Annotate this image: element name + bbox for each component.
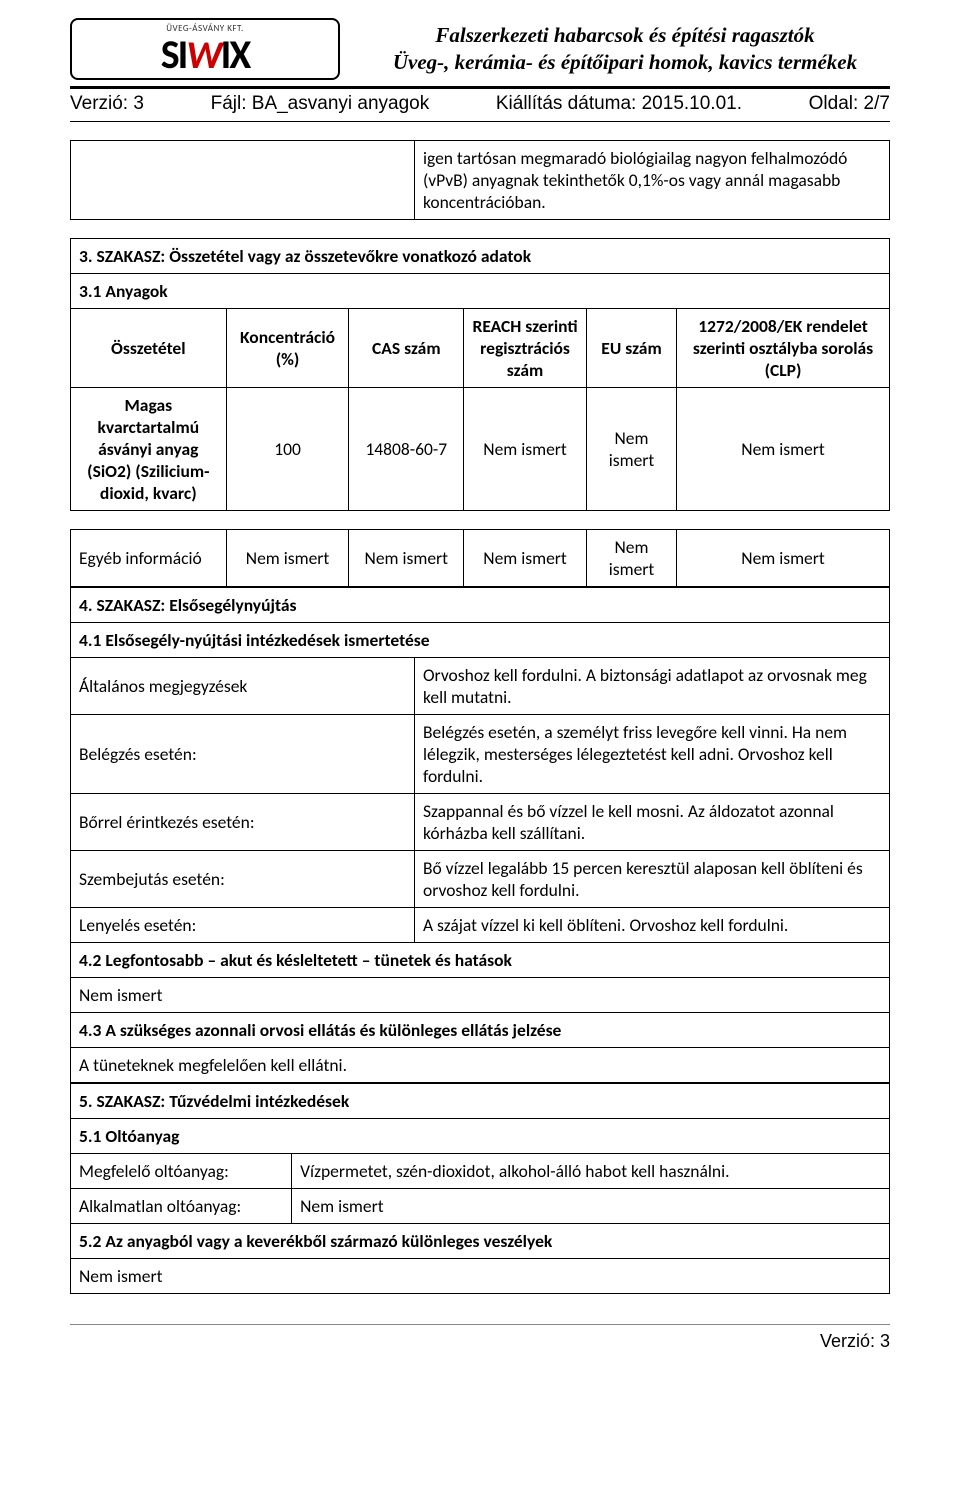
s4-r1r: Orvoshoz kell fordulni. A biztonsági ada… — [414, 658, 889, 715]
s3-r1c1: Magas kvarctartalmú ásványi anyag (SiO2)… — [71, 388, 227, 511]
section4-sub42: 4.2 Legfontosabb – akut és késleltetett … — [71, 943, 890, 978]
intro-empty-cell — [71, 141, 415, 220]
s5-r2l: Alkalmatlan oltóanyag: — [71, 1189, 292, 1224]
s3-col3: CAS szám — [349, 309, 464, 388]
header-title-line2: Üveg-, kerámia- és építőipari homok, kav… — [360, 49, 890, 76]
s3-r1c6: Nem ismert — [677, 388, 890, 511]
s3-r2c1: Egyéb információ — [71, 530, 227, 587]
logo-text-pre: SI — [161, 35, 187, 75]
s4-r2r: Belégzés esetén, a személyt friss levegő… — [414, 715, 889, 794]
s3-r2c6: Nem ismert — [677, 530, 890, 587]
section4-sub42-text: Nem ismert — [71, 978, 890, 1013]
s5-r1r: Vízpermetet, szén-dioxidot, alkohol-álló… — [292, 1154, 890, 1189]
s4-r5l: Lenyelés esetén: — [71, 908, 415, 943]
section4-sub43-text: A tüneteknek megfelelően kell ellátni. — [71, 1048, 890, 1083]
s4-r5r: A szájat vízzel ki kell öblíteni. Orvosh… — [414, 908, 889, 943]
s3-col1: Összetétel — [71, 309, 227, 388]
s3-r2c4: Nem ismert — [464, 530, 587, 587]
section4-title: 4. SZAKASZ: Elsősegélynyújtás — [71, 588, 890, 623]
logo-main: SIWIX — [161, 35, 250, 75]
s3-r2c5: Nem ismert — [586, 530, 676, 587]
company-logo: ÜVEG-ÁSVÁNY KFT. SIWIX — [70, 18, 340, 80]
s3-col6: 1272/2008/EK rendelet szerinti osztályba… — [677, 309, 890, 388]
table-row: Alkalmatlan oltóanyag: Nem ismert — [71, 1189, 890, 1224]
section3-table2: Egyéb információ Nem ismert Nem ismert N… — [70, 529, 890, 587]
header-titles: Falszerkezeti habarcsok és építési ragas… — [360, 22, 890, 77]
section3-title: 3. SZAKASZ: Összetétel vagy az összetevő… — [71, 239, 890, 274]
intro-table: igen tartósan megmaradó biológiailag nag… — [70, 140, 890, 220]
s4-r2l: Belégzés esetén: — [71, 715, 415, 794]
s3-r2c2: Nem ismert — [226, 530, 349, 587]
table-row: Általános megjegyzések Orvoshoz kell for… — [71, 658, 890, 715]
table-row: Lenyelés esetén: A szájat vízzel ki kell… — [71, 908, 890, 943]
table-row: Bőrrel érintkezés esetén: Szappannal és … — [71, 794, 890, 851]
header-title-line1: Falszerkezeti habarcsok és építési ragas… — [360, 22, 890, 49]
section5-table: 5. SZAKASZ: Tűzvédelmi intézkedések 5.1 … — [70, 1083, 890, 1294]
footer-version: Verzió: 3 — [820, 1331, 890, 1352]
file-label: Fájl: BA_asvanyi anyagok — [211, 93, 430, 115]
s4-r1l: Általános megjegyzések — [71, 658, 415, 715]
table-row: Szembejutás esetén: Bő vízzel legalább 1… — [71, 851, 890, 908]
page-footer: Verzió: 3 — [70, 1324, 890, 1352]
s3-col4: REACH szerinti regisztrációs szám — [464, 309, 587, 388]
logo-text-w: W — [186, 35, 220, 75]
s5-r1l: Megfelelő oltóanyag: — [71, 1154, 292, 1189]
s3-r1c5: Nem ismert — [586, 388, 676, 511]
page-label: Oldal: 2/7 — [809, 93, 890, 115]
section4-sub43: 4.3 A szükséges azonnali orvosi ellátás … — [71, 1013, 890, 1048]
section5-sub51: 5.1 Oltóanyag — [71, 1119, 890, 1154]
intro-note: igen tartósan megmaradó biológiailag nag… — [414, 141, 889, 220]
table-row: Magas kvarctartalmú ásványi anyag (SiO2)… — [71, 388, 890, 511]
s3-col2: Koncentráció (%) — [226, 309, 349, 388]
s4-r3l: Bőrrel érintkezés esetén: — [71, 794, 415, 851]
table-row: Megfelelő oltóanyag: Vízpermetet, szén-d… — [71, 1154, 890, 1189]
section4-sub41: 4.1 Elsősegély-nyújtási intézkedések ism… — [71, 623, 890, 658]
section3-sub31: 3.1 Anyagok — [71, 274, 890, 309]
s3-r1c4: Nem ismert — [464, 388, 587, 511]
s3-r1c3: 14808-60-7 — [349, 388, 464, 511]
section4-table: 4. SZAKASZ: Elsősegélynyújtás 4.1 Elsőse… — [70, 587, 890, 1083]
version-label: Verzió: 3 — [70, 93, 144, 115]
section5-sub52: 5.2 Az anyagból vagy a keverékből szárma… — [71, 1224, 890, 1259]
s3-r1c2: 100 — [226, 388, 349, 511]
section3-table: 3. SZAKASZ: Összetétel vagy az összetevő… — [70, 238, 890, 511]
logo-text-post: IX — [221, 35, 250, 75]
date-label: Kiállítás dátuma: 2015.10.01. — [496, 93, 742, 115]
s5-r2r: Nem ismert — [292, 1189, 890, 1224]
s4-r4l: Szembejutás esetén: — [71, 851, 415, 908]
s3-col5: EU szám — [586, 309, 676, 388]
table-row: Egyéb információ Nem ismert Nem ismert N… — [71, 530, 890, 587]
s3-r2c3: Nem ismert — [349, 530, 464, 587]
meta-row: Verzió: 3 Fájl: BA_asvanyi anyagok Kiáll… — [70, 89, 890, 122]
s4-r4r: Bő vízzel legalább 15 percen keresztül a… — [414, 851, 889, 908]
page-header: ÜVEG-ÁSVÁNY KFT. SIWIX Falszerkezeti hab… — [70, 18, 890, 89]
table-row: Belégzés esetén: Belégzés esetén, a szem… — [71, 715, 890, 794]
s4-r3r: Szappannal és bő vízzel le kell mosni. A… — [414, 794, 889, 851]
section5-title: 5. SZAKASZ: Tűzvédelmi intézkedések — [71, 1084, 890, 1119]
section5-sub52-text: Nem ismert — [71, 1259, 890, 1294]
